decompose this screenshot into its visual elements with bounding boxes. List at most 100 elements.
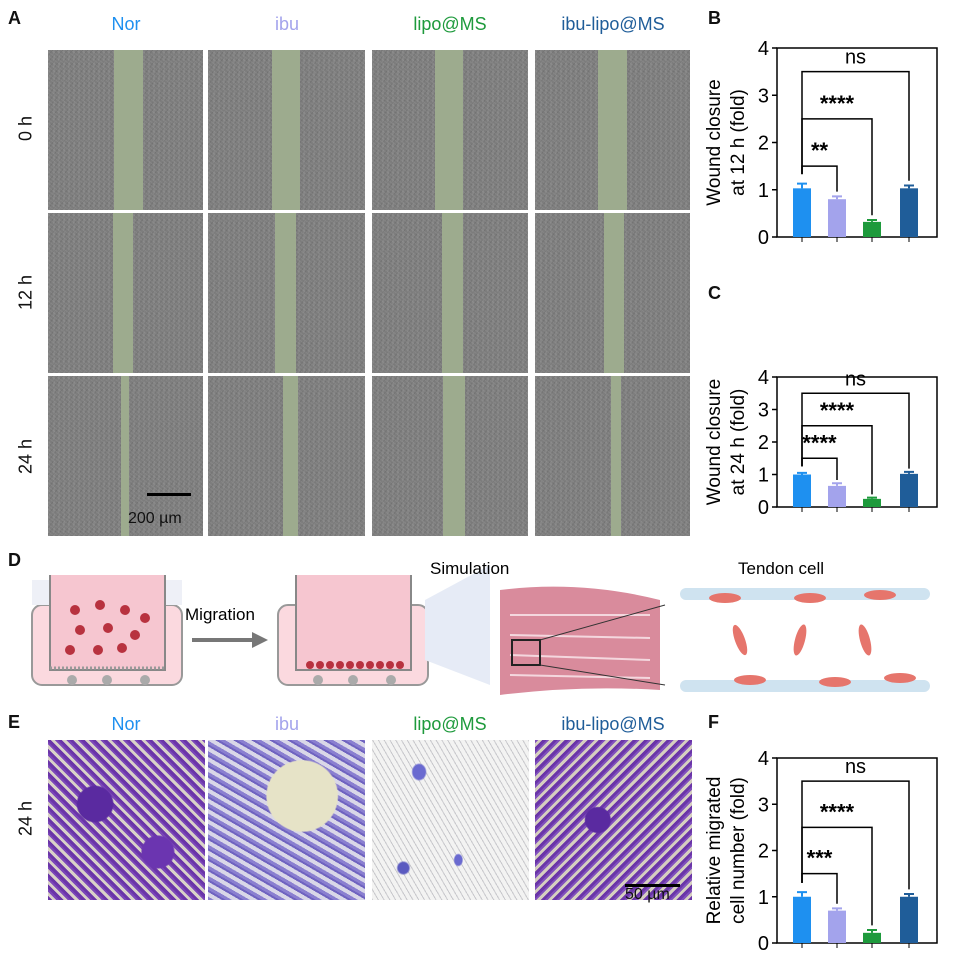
transwell-image-lipo — [372, 740, 529, 900]
y-tick-label: 2 — [758, 841, 769, 863]
y-axis-label: at 24 h (fold) — [728, 389, 749, 496]
panel-label-b: B — [708, 8, 721, 28]
wound-gap — [113, 213, 133, 373]
error-bar — [904, 892, 914, 897]
panel-label-e: E — [8, 712, 21, 732]
wound-gap — [283, 376, 298, 536]
y-tick-label: 3 — [758, 400, 769, 422]
wound-image-1-0 — [48, 213, 203, 373]
row-label-12h: 12 h — [15, 274, 36, 311]
y-axis-label: Relative migrated — [704, 777, 725, 925]
wound-gap — [121, 376, 129, 536]
significance-label: **** — [820, 398, 855, 423]
transwell-image-ibu — [208, 740, 365, 900]
y-tick-label: 0 — [758, 933, 769, 955]
panel-label-a: A — [8, 8, 21, 28]
transwell-after — [277, 565, 490, 686]
migration-schematic: Migration Simulation Tendon cell — [31, 560, 930, 695]
significance-bracket — [801, 392, 910, 469]
tendon-cells — [680, 588, 930, 692]
error-bar — [867, 496, 877, 499]
wound-gap — [443, 376, 465, 536]
significance-label: *** — [807, 846, 833, 871]
bar-lipo@MS — [863, 221, 881, 237]
error-bar — [832, 195, 842, 200]
bar-Nor — [793, 188, 811, 237]
bar-ibu — [828, 485, 846, 507]
error-bar — [797, 891, 807, 897]
significance-label: ns — [845, 47, 866, 69]
wound-image-2-0 — [48, 376, 203, 536]
bar-Nor — [793, 474, 811, 507]
group-label-ibu-lipo: ibu-lipo@MS — [561, 14, 665, 34]
wound-gap — [604, 213, 624, 373]
group-label-lipo: lipo@MS — [413, 14, 487, 34]
y-tick-label: 4 — [758, 748, 769, 770]
wound-image-1-1 — [208, 213, 365, 373]
bar-lipo@MS — [863, 498, 881, 507]
y-tick-label: 1 — [758, 887, 769, 909]
e-row-label: 24 h — [15, 800, 36, 837]
scale-bar-a-label: 200 µm — [128, 510, 182, 527]
group-label-nor: Nor — [111, 14, 141, 34]
y-axis-label: Wound closure — [704, 379, 725, 505]
chart-c: 0 1 2 3 4 Wound closure at 24 h (fold) **** ****… — [704, 367, 938, 519]
wound-image-2-2 — [372, 376, 528, 536]
panel-label-f: F — [708, 712, 719, 732]
e-group-label-ibu: ibu — [274, 714, 300, 734]
error-bar — [867, 218, 877, 222]
panel-label-c: C — [708, 283, 721, 303]
transwell-image-nor — [48, 740, 205, 900]
bar-ibu-lipo@MS — [900, 188, 918, 237]
wound-gap — [611, 376, 621, 536]
y-tick-label: 3 — [758, 794, 769, 816]
y-tick-label: 0 — [758, 227, 769, 249]
significance-bracket — [801, 70, 910, 181]
wound-gap — [114, 50, 143, 210]
wound-gap — [275, 213, 296, 373]
error-bar — [797, 471, 807, 475]
error-bar — [832, 907, 842, 911]
panel-label-d: D — [8, 550, 21, 570]
tendon-tissue — [500, 586, 666, 695]
error-bar — [904, 184, 914, 189]
y-axis-label: Wound closure — [704, 79, 725, 205]
significance-label: **** — [820, 91, 855, 116]
bar-ibu — [828, 910, 846, 943]
wound-image-0-2 — [372, 50, 528, 210]
scale-bar-a — [147, 493, 191, 496]
significance-label: ** — [811, 138, 829, 163]
significance-label: **** — [820, 799, 855, 824]
y-axis-label: cell number (fold) — [728, 777, 749, 924]
bar-lipo@MS — [863, 932, 881, 943]
migration-label: Migration — [185, 605, 255, 624]
wound-gap — [598, 50, 627, 210]
wound-gap — [442, 213, 463, 373]
e-group-label-ibu-lipo: ibu-lipo@MS — [561, 714, 665, 734]
y-tick-label: 4 — [758, 367, 769, 389]
wound-image-0-0 — [48, 50, 203, 210]
y-tick-label: 1 — [758, 180, 769, 202]
row-label-24h: 24 h — [15, 438, 36, 475]
wound-image-1-3 — [535, 213, 690, 373]
wound-gap — [435, 50, 463, 210]
y-tick-label: 3 — [758, 85, 769, 107]
wound-gap — [272, 50, 300, 210]
bar-ibu — [828, 199, 846, 237]
chart-f: 0 1 2 3 4 Relative migrated cell number (fold)… — [704, 748, 938, 955]
wound-image-0-3 — [535, 50, 690, 210]
error-bar — [797, 182, 807, 189]
bar-ibu-lipo@MS — [900, 896, 918, 943]
bar-Nor — [793, 896, 811, 943]
y-axis-label: at 12 h (fold) — [728, 89, 749, 196]
error-bar — [832, 482, 842, 486]
wound-image-1-2 — [372, 213, 528, 373]
bar-ibu-lipo@MS — [900, 473, 918, 507]
y-tick-label: 2 — [758, 432, 769, 454]
y-tick-label: 0 — [758, 497, 769, 519]
significance-label: ns — [845, 756, 866, 778]
wound-image-2-3 — [535, 376, 690, 536]
y-tick-label: 4 — [758, 38, 769, 60]
significance-bracket — [801, 780, 910, 890]
